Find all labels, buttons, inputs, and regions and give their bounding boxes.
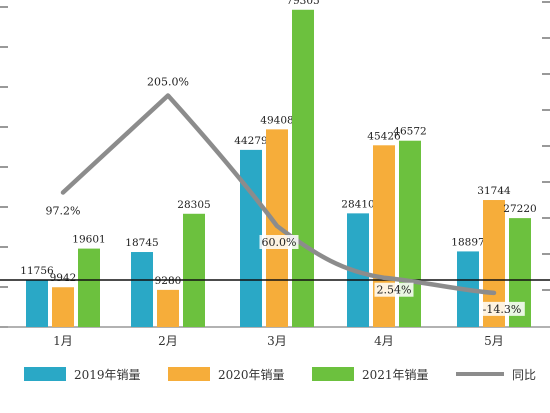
bar-value-label: 27220 — [503, 203, 536, 215]
legend-item-2019: 2019年销量 — [24, 362, 141, 386]
bar-value-label: 44279 — [234, 135, 267, 147]
bar — [399, 140, 421, 327]
bar-value-label: 28305 — [177, 199, 210, 211]
x-tick-label: 3月 — [267, 334, 287, 348]
yoy-label: -14.3% — [483, 303, 522, 316]
yoy-label-bg — [479, 301, 525, 316]
bar-value-label: 49408 — [260, 114, 293, 126]
bar-value-label: 79305 — [286, 0, 319, 7]
chart-legend: 2019年销量 2020年销量 2021年销量 同比 — [0, 362, 550, 386]
bar — [483, 200, 505, 327]
bar-value-label: 46572 — [393, 126, 426, 138]
yoy-line — [60, 93, 497, 296]
bar — [240, 149, 262, 327]
bar-value-label: 31744 — [477, 185, 511, 197]
yoy-label-bg — [43, 203, 83, 218]
yoy-label: 205.0% — [147, 76, 189, 89]
legend-label-2020: 2020年销量 — [218, 367, 285, 382]
x-tick-label: 1月 — [53, 334, 73, 348]
legend-swatch-2020 — [168, 367, 210, 381]
bar-value-label: 9280 — [155, 275, 182, 287]
bar-value-label: 28410 — [341, 198, 374, 210]
legend-swatch-2021 — [312, 367, 354, 381]
legend-item-yoy: 同比 — [456, 362, 536, 386]
legend-label-2021: 2021年销量 — [362, 367, 429, 382]
yoy-label-bg — [374, 282, 414, 297]
bar — [131, 252, 153, 327]
bar — [183, 213, 205, 327]
bar — [373, 145, 395, 327]
x-tick-label: 2月 — [158, 334, 178, 348]
legend-label-yoy: 同比 — [512, 367, 537, 382]
bar — [157, 289, 179, 327]
yoy-label: 2.54% — [377, 284, 412, 297]
yoy-label: 60.0% — [262, 236, 297, 249]
x-tick-label: 4月 — [374, 334, 394, 348]
bar — [52, 287, 74, 327]
bar — [509, 218, 531, 327]
legend-item-2021: 2021年销量 — [312, 362, 429, 386]
legend-line-yoy — [456, 372, 504, 376]
bar-value-label: 19601 — [72, 234, 105, 246]
bar-value-label: 9942 — [50, 272, 77, 284]
yoy-label-bg — [145, 74, 191, 89]
bar-value-label: 18745 — [125, 237, 158, 249]
chart-plot: 11756 18745 44279 28410 18897 9942 9280 49408 45… — [0, 0, 550, 348]
legend-swatch-2019 — [24, 367, 66, 381]
x-tick-label: 5月 — [484, 334, 504, 348]
legend-label-2019: 2019年销量 — [74, 367, 141, 382]
bar-value-label: 11756 — [20, 265, 54, 277]
bar — [26, 279, 48, 327]
yoy-label: 97.2% — [46, 205, 81, 218]
bar — [78, 248, 100, 327]
bar-value-label: 45426 — [367, 130, 401, 142]
legend-item-2020: 2020年销量 — [168, 362, 285, 386]
yoy-label-bg — [259, 235, 299, 249]
bar-value-label: 18897 — [451, 236, 484, 248]
